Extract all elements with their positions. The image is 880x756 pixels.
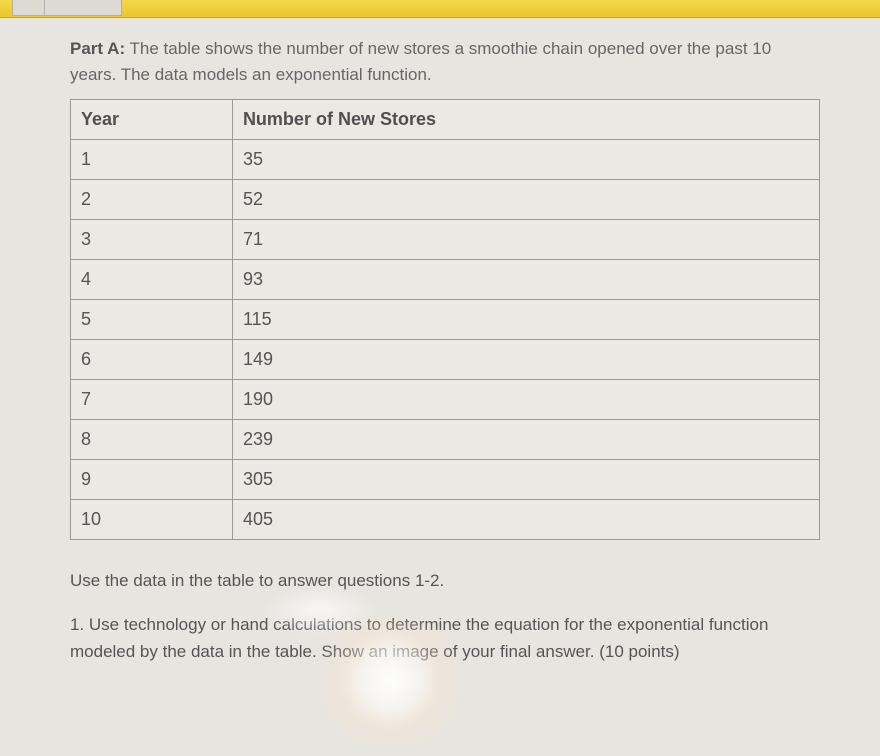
cell-value: 52 bbox=[232, 180, 819, 220]
cell-value: 93 bbox=[232, 260, 819, 300]
table-row: 9 305 bbox=[71, 460, 820, 500]
data-table: Year Number of New Stores 1 35 2 52 3 71… bbox=[70, 99, 820, 540]
cell-year: 5 bbox=[71, 300, 233, 340]
cell-value: 305 bbox=[232, 460, 819, 500]
part-a-label: Part A: bbox=[70, 39, 125, 58]
cell-value: 239 bbox=[232, 420, 819, 460]
col-stores: Number of New Stores bbox=[232, 100, 819, 140]
cell-year: 2 bbox=[71, 180, 233, 220]
table-header-row: Year Number of New Stores bbox=[71, 100, 820, 140]
cell-value: 115 bbox=[232, 300, 819, 340]
table-row: 4 93 bbox=[71, 260, 820, 300]
cell-year: 9 bbox=[71, 460, 233, 500]
table-row: 5 115 bbox=[71, 300, 820, 340]
table-row: 1 35 bbox=[71, 140, 820, 180]
cell-year: 7 bbox=[71, 380, 233, 420]
table-row: 8 239 bbox=[71, 420, 820, 460]
col-year: Year bbox=[71, 100, 233, 140]
cell-value: 405 bbox=[232, 500, 819, 540]
cell-value: 190 bbox=[232, 380, 819, 420]
page-content: Part A: The table shows the number of ne… bbox=[0, 18, 880, 685]
table-row: 7 190 bbox=[71, 380, 820, 420]
table-row: 2 52 bbox=[71, 180, 820, 220]
accent-bar bbox=[0, 0, 880, 18]
part-a-body: The table shows the number of new stores… bbox=[70, 39, 771, 84]
question-1: 1. Use technology or hand calculations t… bbox=[70, 612, 820, 665]
cell-year: 6 bbox=[71, 340, 233, 380]
cell-value: 149 bbox=[232, 340, 819, 380]
cell-year: 8 bbox=[71, 420, 233, 460]
cell-year: 10 bbox=[71, 500, 233, 540]
table-row: 6 149 bbox=[71, 340, 820, 380]
part-a-text: Part A: The table shows the number of ne… bbox=[70, 36, 820, 87]
table-row: 10 405 bbox=[71, 500, 820, 540]
cell-value: 71 bbox=[232, 220, 819, 260]
cell-year: 1 bbox=[71, 140, 233, 180]
table-row: 3 71 bbox=[71, 220, 820, 260]
cell-year: 4 bbox=[71, 260, 233, 300]
instruction-text: Use the data in the table to answer ques… bbox=[70, 568, 820, 594]
cell-year: 3 bbox=[71, 220, 233, 260]
cell-value: 35 bbox=[232, 140, 819, 180]
tab-stub-divider bbox=[44, 0, 124, 16]
